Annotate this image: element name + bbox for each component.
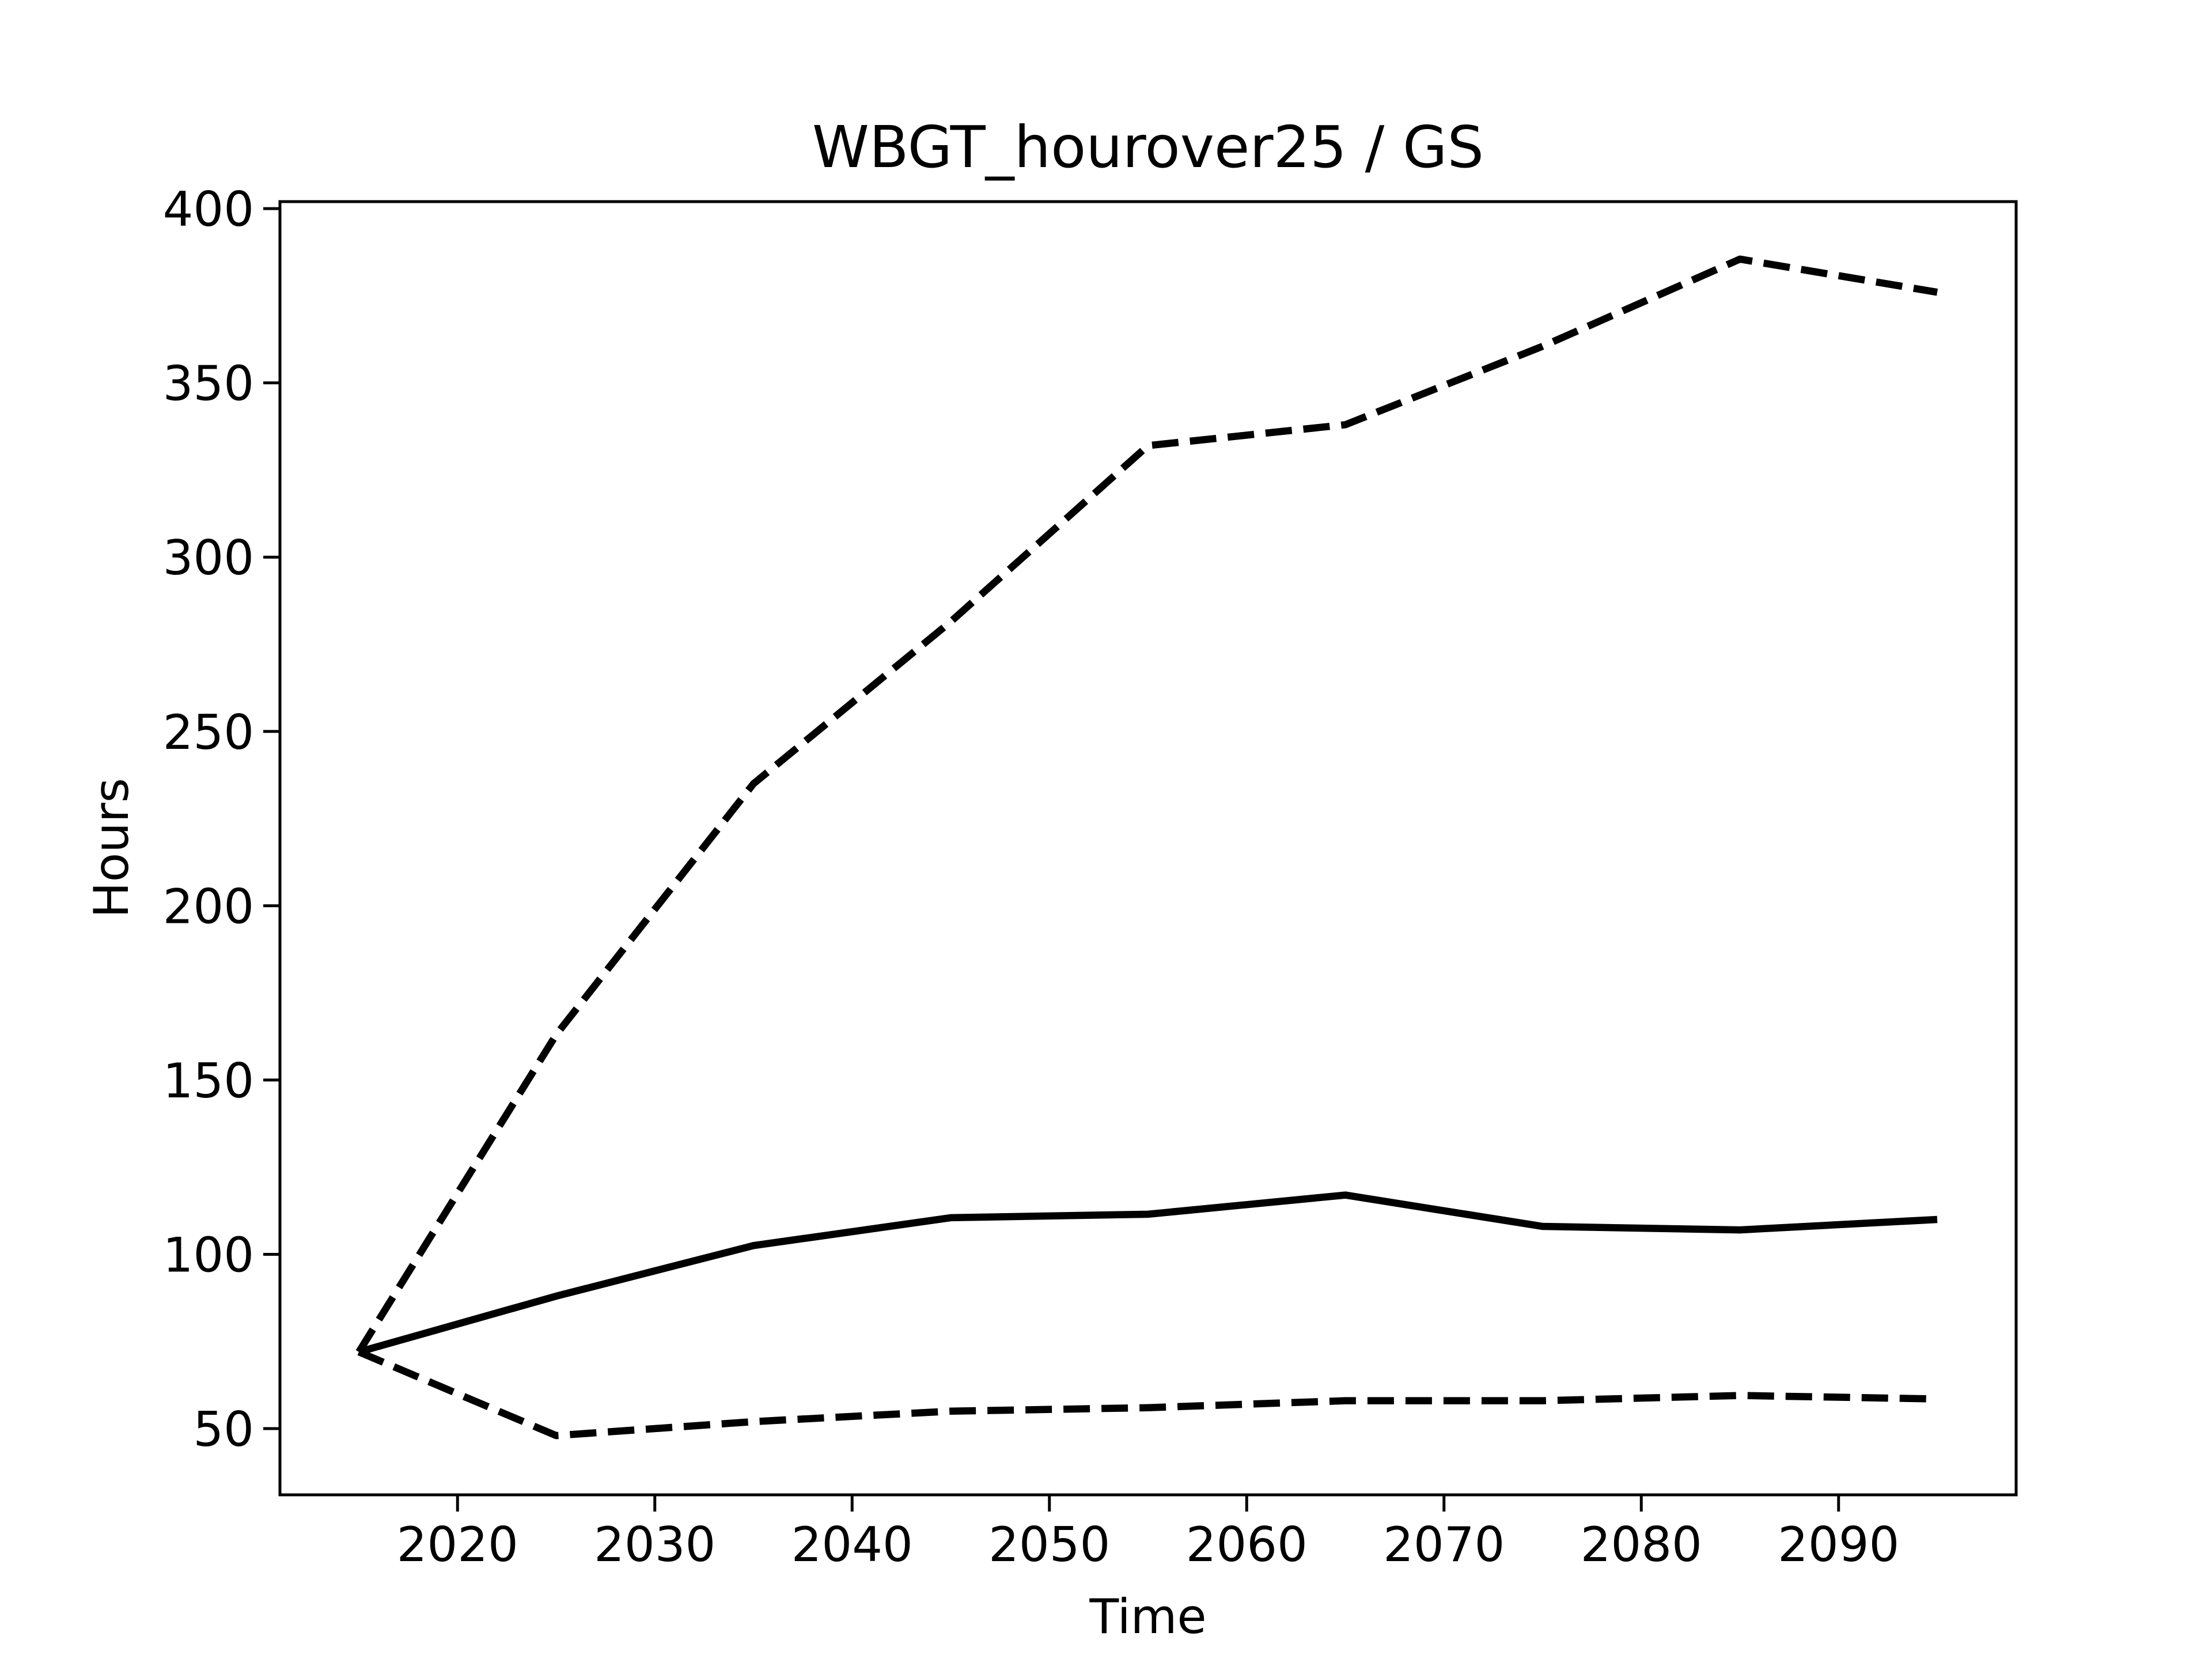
y-tick-label: 50 bbox=[193, 1402, 254, 1457]
x-tick-label: 2030 bbox=[594, 1517, 715, 1573]
y-tick-label: 250 bbox=[163, 704, 254, 760]
y-tick-label: 300 bbox=[163, 530, 254, 586]
axes-frame bbox=[278, 200, 2018, 1497]
y-tick-label: 150 bbox=[163, 1053, 254, 1109]
x-tick-label: 2060 bbox=[1186, 1517, 1308, 1573]
y-tick-label: 400 bbox=[163, 181, 254, 237]
x-tick-label: 2090 bbox=[1778, 1517, 1899, 1573]
chart-title: WBGT_hourover25 / GS bbox=[812, 113, 1484, 181]
series-line bbox=[355, 255, 1938, 1354]
y-tick-label: 200 bbox=[163, 878, 254, 934]
series-line bbox=[357, 1349, 1938, 1440]
y-tick-label: 350 bbox=[163, 356, 254, 412]
y-tick-label: 100 bbox=[163, 1227, 254, 1283]
x-tick-label: 2040 bbox=[791, 1517, 913, 1573]
x-tick-label: 2020 bbox=[397, 1517, 518, 1573]
y-axis-label: Hours bbox=[84, 778, 139, 918]
x-tick-label: 2050 bbox=[988, 1517, 1110, 1573]
x-axis-label: Time bbox=[1089, 1589, 1206, 1645]
x-tick-label: 2080 bbox=[1581, 1517, 1702, 1573]
series-line bbox=[358, 1191, 1938, 1355]
x-tick-label: 2070 bbox=[1383, 1517, 1505, 1573]
